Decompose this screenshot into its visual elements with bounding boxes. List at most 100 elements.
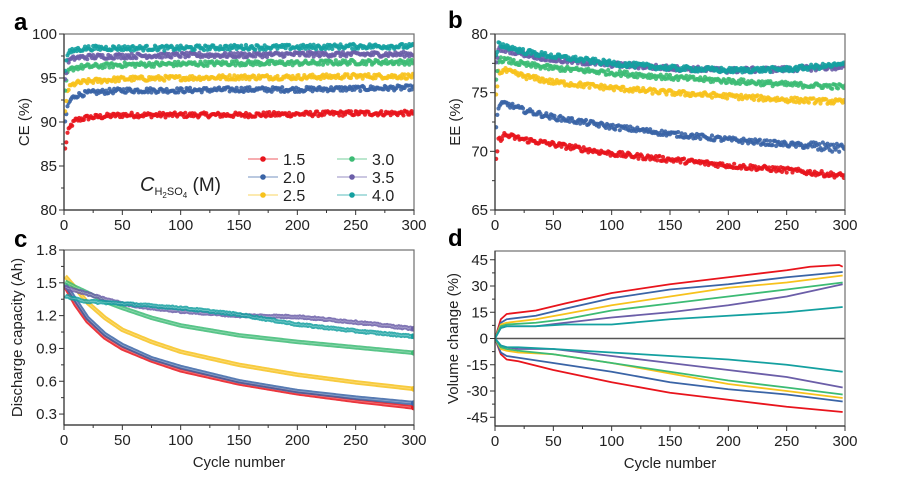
data-point xyxy=(183,89,188,94)
data-point xyxy=(495,149,500,154)
data-point xyxy=(159,55,165,60)
data-point xyxy=(768,138,773,144)
data-point xyxy=(315,109,320,114)
series-line-3.0 xyxy=(64,279,414,356)
panel-d-volume-chart: 0 50 100 150 200 250 300 -45 -30 -15 0 15 30 45 Volume… xyxy=(445,250,858,472)
data-point xyxy=(401,113,406,118)
data-point xyxy=(396,62,401,67)
series-line-highlight xyxy=(64,283,414,404)
data-point xyxy=(660,154,666,160)
data-point xyxy=(65,130,70,135)
legend-marker xyxy=(260,156,266,162)
data-point xyxy=(495,125,499,130)
data-point xyxy=(112,56,117,61)
y-tick-label: 0 xyxy=(480,331,488,348)
data-point xyxy=(350,46,355,51)
data-point xyxy=(192,47,197,52)
panel-c-capacity-chart: 0 50 100 150 200 250 300 0.3 0.6 0.9 1.2 1.5 1.8 Disc… xyxy=(9,242,427,471)
data-point xyxy=(606,67,611,73)
data-point xyxy=(624,124,629,129)
data-point xyxy=(81,93,86,98)
series-line-2.0-contraction- xyxy=(495,338,843,403)
series-line-highlight xyxy=(64,295,414,338)
data-point xyxy=(683,67,688,73)
data-point xyxy=(524,77,529,82)
data-point xyxy=(183,110,188,115)
series-line-4.0-expansion- xyxy=(495,306,843,339)
data-point xyxy=(770,142,775,148)
legend-marker xyxy=(349,192,355,198)
data-point xyxy=(546,67,551,72)
x-axis-label: Cycle number xyxy=(193,454,286,471)
x-tick-label: 0 xyxy=(60,432,68,449)
data-point xyxy=(806,100,811,105)
data-point xyxy=(621,84,626,89)
data-point xyxy=(544,58,549,63)
data-point xyxy=(317,62,322,67)
x-tick-label: 100 xyxy=(599,433,624,450)
data-point xyxy=(402,72,407,77)
data-point xyxy=(162,78,167,83)
data-point xyxy=(617,128,622,133)
data-point xyxy=(655,158,660,163)
data-point xyxy=(239,43,244,48)
data-point xyxy=(618,87,624,93)
data-point xyxy=(287,42,292,48)
plot-area-c xyxy=(64,274,414,411)
y-axis-label: Discharge capacity (Ah) xyxy=(9,258,26,417)
x-tick-label: 200 xyxy=(285,432,310,449)
x-tick-label: 50 xyxy=(545,217,562,234)
y-tick-label: 80 xyxy=(40,202,57,219)
x-tick-label: 250 xyxy=(343,217,368,234)
data-point xyxy=(667,72,673,78)
data-point xyxy=(64,77,68,82)
x-tick-label: 300 xyxy=(401,432,426,449)
data-point xyxy=(64,98,69,104)
x-tick-label: 0 xyxy=(491,217,499,234)
data-point xyxy=(538,111,543,116)
data-point xyxy=(239,85,244,90)
legend-label: 1.5 xyxy=(283,152,305,169)
data-point xyxy=(120,52,125,57)
data-point xyxy=(358,88,363,93)
data-point xyxy=(232,51,237,56)
x-tick-label: 200 xyxy=(716,217,741,234)
data-point xyxy=(222,50,228,55)
y-axis-label: EE (%) xyxy=(447,98,464,146)
legend-marker xyxy=(260,174,266,180)
legend-label: 3.5 xyxy=(372,170,394,187)
panel-b-ee-chart: 0 50 100 150 200 250 300 65 70 75 80 EE (%) xyxy=(447,26,858,234)
legend-label: 2.0 xyxy=(283,170,305,187)
data-point xyxy=(296,72,301,78)
series-line-1.5-contraction- xyxy=(495,338,843,413)
data-point xyxy=(64,109,68,114)
data-point xyxy=(337,113,342,118)
data-point xyxy=(757,137,762,142)
data-point xyxy=(783,68,788,73)
data-point xyxy=(400,42,405,47)
data-point xyxy=(178,54,183,59)
data-point xyxy=(162,48,167,53)
data-point xyxy=(227,73,232,78)
data-point xyxy=(811,96,816,101)
data-point xyxy=(64,140,69,145)
series-line-3.0-expansion- xyxy=(495,281,843,339)
x-axis-label: Cycle number xyxy=(624,455,717,472)
data-point xyxy=(587,85,592,90)
data-point xyxy=(613,127,618,132)
series-2.0 xyxy=(64,83,414,124)
series-line-4.0 xyxy=(64,293,414,340)
data-point xyxy=(121,87,126,92)
x-tick-label: 150 xyxy=(657,433,682,450)
data-point xyxy=(793,144,799,149)
data-point xyxy=(169,55,174,60)
data-point xyxy=(709,133,715,138)
data-point xyxy=(833,147,838,152)
data-point xyxy=(536,75,541,80)
series-1.5 xyxy=(495,130,845,181)
data-point xyxy=(333,58,338,63)
series-line-highlight xyxy=(64,276,414,390)
data-point xyxy=(347,61,352,66)
data-point xyxy=(552,113,557,118)
legend-label: 4.0 xyxy=(372,188,394,205)
